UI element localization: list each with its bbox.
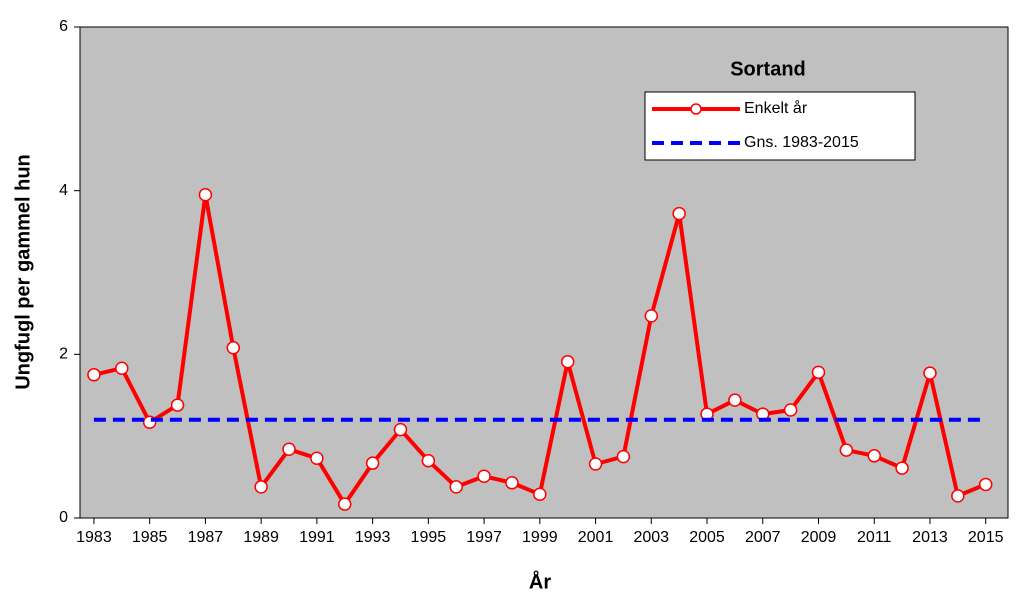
y-tick-label: 0 <box>59 509 68 526</box>
point-marker <box>505 476 519 490</box>
point-marker <box>951 489 965 503</box>
x-tick-label: 2011 <box>857 529 892 546</box>
point-marker <box>978 477 993 492</box>
x-tick-label: 2007 <box>745 529 781 546</box>
legend <box>644 91 916 161</box>
point-marker <box>254 480 268 494</box>
y-tick-label: 2 <box>59 346 68 363</box>
x-tick-label: 1999 <box>522 529 558 546</box>
legend-label: Gns. 1983-2015 <box>744 134 859 151</box>
x-tick-label: 2015 <box>968 529 1004 546</box>
x-tick-label: 1995 <box>411 529 447 546</box>
point-marker <box>170 398 185 412</box>
point-marker <box>923 366 937 380</box>
x-tick-label: 1993 <box>355 529 391 546</box>
x-tick-label: 1987 <box>188 529 224 546</box>
point-marker <box>226 341 241 355</box>
point-marker <box>533 487 547 502</box>
x-tick-label: 2013 <box>912 529 948 546</box>
x-axis-label: År <box>529 569 551 593</box>
x-tick-label: 2001 <box>578 529 614 546</box>
point-marker <box>728 393 742 407</box>
point-marker <box>337 497 352 511</box>
point-marker <box>616 449 631 464</box>
x-tick-label: 2003 <box>633 529 669 546</box>
point-marker <box>560 354 575 369</box>
point-marker <box>282 442 296 457</box>
point-marker <box>365 456 380 470</box>
x-tick-label: 2005 <box>689 529 725 546</box>
point-marker <box>115 361 129 375</box>
point-marker <box>393 422 408 437</box>
x-tick-label: 1985 <box>132 529 168 546</box>
x-tick-label: 1997 <box>466 529 502 546</box>
point-marker <box>867 449 881 463</box>
point-marker <box>783 403 798 417</box>
legend-marker <box>690 103 702 115</box>
point-marker <box>198 188 213 202</box>
y-tick-label: 6 <box>59 18 68 35</box>
x-tick-label: 1991 <box>299 529 335 546</box>
point-marker <box>811 365 826 380</box>
point-marker <box>449 480 463 494</box>
point-marker <box>644 309 659 323</box>
legend-label: Enkelt år <box>744 99 808 117</box>
chart-title: Sortand <box>730 58 806 80</box>
x-tick-label: 1989 <box>243 529 279 546</box>
y-tick-label: 4 <box>59 182 68 199</box>
point-marker <box>310 451 324 466</box>
point-marker <box>895 461 909 475</box>
point-marker <box>477 469 491 484</box>
point-marker <box>839 443 854 457</box>
point-marker <box>421 453 436 468</box>
point-marker <box>588 457 603 471</box>
y-axis-label: Ungfugl per gammel hun <box>12 154 34 390</box>
x-tick-label: 2009 <box>801 529 837 546</box>
x-tick-label: 1983 <box>76 529 112 546</box>
point-marker <box>672 206 686 221</box>
point-marker <box>87 368 101 382</box>
